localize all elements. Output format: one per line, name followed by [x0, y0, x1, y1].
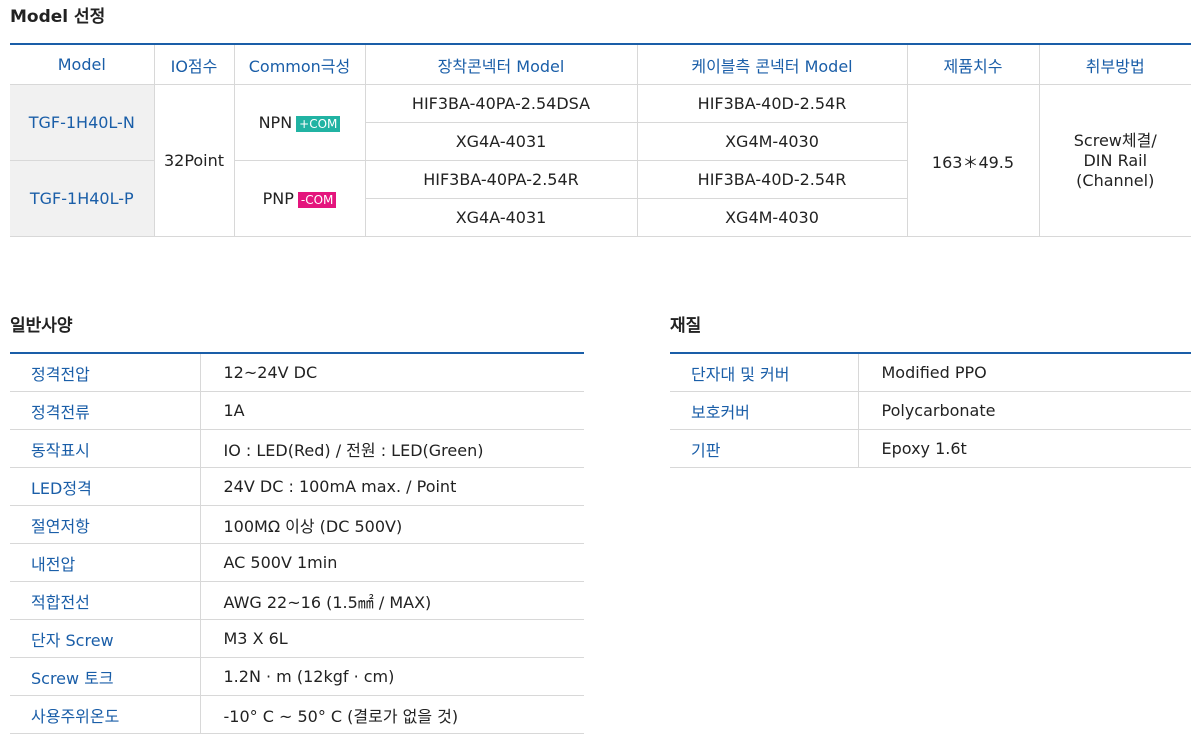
spec-key: 사용주위온도	[10, 695, 200, 734]
model-name-npn: TGF-1H40L-N	[10, 84, 155, 161]
header-mount-connector: 장착콘넥터 Model	[364, 44, 638, 85]
mounting-line: (Channel)	[1076, 170, 1155, 190]
cable-connector-cell: XG4M-4030	[636, 198, 907, 237]
spec-value: 100MΩ 이상 (DC 500V)	[199, 505, 584, 544]
spec-key: 단자 Screw	[10, 619, 200, 658]
spec-key: 단자대 및 커버	[670, 352, 858, 392]
spec-key: 적합전선	[10, 581, 200, 620]
general-specs-table: 정격전압 12~24V DC 정격전류 1A 동작표시 IO : LED(Red) / 전…	[10, 352, 584, 734]
model-table-header-row: Model IO점수 Common극성 장착콘넥터 Model 케이블측 콘넥터…	[10, 44, 1191, 85]
header-cable-connector: 케이블측 콘넥터 Model	[636, 44, 908, 85]
table-row: 기판 Epoxy 1.6t	[670, 429, 1191, 468]
spec-value: M3 X 6L	[199, 619, 584, 658]
spec-value: Modified PPO	[857, 352, 1191, 392]
table-row: 단자 Screw M3 X 6L	[10, 619, 584, 658]
spec-value: 24V DC : 100mA max. / Point	[199, 467, 584, 506]
cable-connector-cell: XG4M-4030	[636, 122, 907, 161]
table-row: 적합전선 AWG 22~16 (1.5㎟ / MAX)	[10, 581, 584, 620]
model-name-pnp: TGF-1H40L-P	[10, 160, 155, 237]
mounting-line: Screw체결/	[1073, 130, 1157, 150]
material-title: 재질	[670, 316, 702, 336]
polarity-npn-cell: NPN +COM	[233, 84, 366, 161]
spec-key: 내전압	[10, 543, 200, 582]
spec-key: 정격전류	[10, 391, 200, 430]
spec-key: 동작표시	[10, 429, 200, 468]
cable-connector-cell: HIF3BA-40D-2.54R	[636, 84, 908, 123]
table-row: TGF-1H40L-P PNP -COM HIF3BA-40PA-2.54R HI…	[10, 160, 1191, 237]
table-row: Screw 토크 1.2N · m (12kgf · cm)	[10, 657, 584, 696]
material-table: 단자대 및 커버 Modified PPO 보호커버 Polycarbonate 기판 E…	[670, 352, 1191, 468]
mount-connector-cell: XG4A-4031	[365, 122, 638, 161]
model-section-title: Model 선정	[10, 7, 106, 27]
mount-connector-cell: XG4A-4031	[365, 198, 638, 237]
table-row: 동작표시 IO : LED(Red) / 전원 : LED(Green)	[10, 429, 584, 468]
spec-value: Polycarbonate	[857, 391, 1191, 430]
spec-key: 절연저항	[10, 505, 200, 544]
minus-com-badge: -COM	[297, 191, 337, 208]
header-dimension: 제품치수	[906, 44, 1040, 85]
spec-key: 기판	[670, 429, 858, 468]
polarity-pnp-cell: PNP -COM	[233, 160, 366, 237]
table-row: 내전압 AC 500V 1min	[10, 543, 584, 582]
mounting-line: DIN Rail	[1083, 150, 1148, 170]
spec-value: IO : LED(Red) / 전원 : LED(Green)	[199, 429, 584, 468]
spec-value: AC 500V 1min	[199, 543, 584, 582]
table-row: 정격전압 12~24V DC	[10, 352, 584, 392]
mounting-cell: Screw체결/ DIN Rail (Channel)	[1038, 84, 1191, 237]
table-row: TGF-1H40L-N 32Point NPN +COM HIF3BA-40PA-…	[10, 84, 1191, 237]
spec-value: 1A	[199, 391, 584, 430]
header-common-polarity: Common극성	[233, 44, 366, 85]
table-row: XG4A-4031 XG4M-4030	[10, 122, 1191, 161]
spec-value: -10° C ~ 50° C (결로가 없을 것)	[199, 695, 584, 734]
header-io-points: IO점수	[153, 44, 235, 85]
spec-key: 보호커버	[670, 391, 858, 430]
polarity-label: NPN	[258, 113, 293, 132]
model-table: Model IO점수 Common극성 장착콘넥터 Model 케이블측 콘넥터…	[10, 43, 1191, 237]
table-row: 절연저항 100MΩ 이상 (DC 500V)	[10, 505, 584, 544]
table-row: XG4A-4031 XG4M-4030	[10, 198, 1191, 237]
cable-connector-cell: HIF3BA-40D-2.54R	[636, 160, 907, 199]
mount-connector-cell: HIF3BA-40PA-2.54R	[364, 160, 638, 199]
spec-value: 12~24V DC	[199, 352, 584, 392]
table-row: 단자대 및 커버 Modified PPO	[670, 352, 1191, 392]
table-row: 사용주위온도 -10° C ~ 50° C (결로가 없을 것)	[10, 695, 584, 734]
spec-value: 1.2N · m (12kgf · cm)	[199, 657, 584, 696]
header-mounting: 취부방법	[1038, 44, 1191, 85]
io-points-cell: 32Point	[153, 84, 235, 237]
spec-value: Epoxy 1.6t	[857, 429, 1191, 468]
spec-value: AWG 22~16 (1.5㎟ / MAX)	[199, 581, 584, 620]
header-model: Model	[10, 44, 155, 85]
spec-key: 정격전압	[10, 352, 200, 392]
table-row: 정격전류 1A	[10, 391, 584, 430]
general-specs-title: 일반사양	[10, 316, 73, 336]
mount-connector-cell: HIF3BA-40PA-2.54DSA	[364, 84, 638, 123]
spec-key: Screw 토크	[10, 657, 200, 696]
table-row: 보호커버 Polycarbonate	[670, 391, 1191, 430]
plus-com-badge: +COM	[296, 115, 341, 132]
table-row: LED정격 24V DC : 100mA max. / Point	[10, 467, 584, 506]
polarity-label: PNP	[262, 189, 294, 208]
dimension-cell: 163＊49.5	[906, 84, 1040, 237]
spec-key: LED정격	[10, 467, 200, 506]
